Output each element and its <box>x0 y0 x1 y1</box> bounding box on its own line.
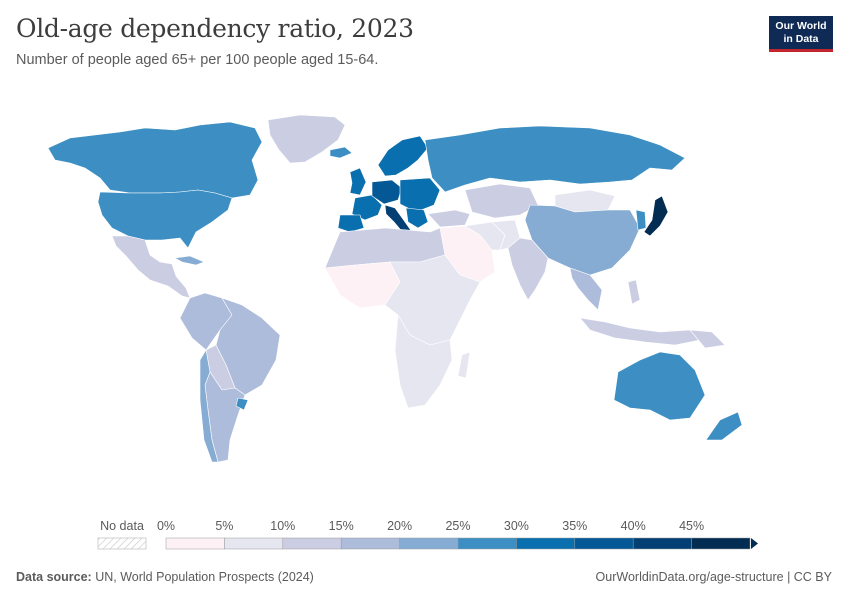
country-scandinavia[interactable] <box>377 135 429 177</box>
legend-bin[interactable] <box>224 537 284 550</box>
country-australia[interactable] <box>613 351 706 421</box>
country-eastern-europe[interactable] <box>399 177 441 213</box>
legend-bin[interactable] <box>165 537 225 550</box>
country-uruguay[interactable] <box>235 397 249 411</box>
country-cuba[interactable] <box>174 255 205 266</box>
country-russia[interactable] <box>424 125 686 193</box>
legend-bin[interactable] <box>399 537 459 550</box>
legend-bin[interactable] <box>457 537 517 550</box>
legend-bins <box>165 537 751 550</box>
country-canada[interactable] <box>47 121 263 199</box>
country-mexico[interactable] <box>111 235 191 299</box>
chart-title: Old-age dependency ratio, 2023 <box>16 14 414 43</box>
country-korea[interactable] <box>635 209 647 231</box>
country-turkey[interactable] <box>427 209 471 228</box>
map-legend: No data 0% 5% 10% 15% 20% 25% 30% 35% 40% 45% <box>97 519 758 550</box>
legend-arrow <box>751 538 758 549</box>
legend-bin[interactable] <box>632 537 692 550</box>
country-united-kingdom[interactable] <box>349 167 367 196</box>
country-iceland[interactable] <box>329 146 353 159</box>
legend-tick-label: 45% <box>679 519 704 533</box>
legend-tick-label: 20% <box>387 519 412 533</box>
legend-tick-label: 30% <box>504 519 529 533</box>
legend-no-data-label: No data <box>100 519 144 533</box>
country-papua-new-guinea[interactable] <box>689 329 726 349</box>
country-balkans-greece[interactable] <box>405 207 429 229</box>
logo-line-1: Our World <box>775 20 827 32</box>
legend-bin[interactable] <box>574 537 634 550</box>
legend-bin[interactable] <box>691 537 751 550</box>
data-source-text: UN, World Population Prospects (2024) <box>95 570 314 584</box>
country-southeast-asia[interactable] <box>569 267 603 311</box>
country-japan[interactable] <box>643 195 669 237</box>
country-new-zealand[interactable] <box>705 411 743 441</box>
country-indonesia[interactable] <box>579 317 701 346</box>
legend-bin[interactable] <box>516 537 576 550</box>
country-madagascar[interactable] <box>457 351 471 379</box>
legend-tick-label: 15% <box>329 519 354 533</box>
country-philippines[interactable] <box>627 279 641 305</box>
country-india[interactable] <box>507 237 549 301</box>
attribution-link[interactable]: OurWorldinData.org/age-structure | CC BY <box>595 570 832 584</box>
country-iberia[interactable] <box>337 214 365 233</box>
legend-tick-label: 0% <box>157 519 175 533</box>
legend-tick-label: 35% <box>562 519 587 533</box>
data-source-label: Data source: <box>16 570 92 584</box>
legend-bin[interactable] <box>340 537 400 550</box>
data-source: Data source: UN, World Population Prospe… <box>16 570 314 584</box>
legend-ticks: 0% 5% 10% 15% 20% 25% 30% 35% 40% 45% <box>157 519 704 533</box>
legend-bin[interactable] <box>282 537 342 550</box>
legend-tick-label: 25% <box>445 519 470 533</box>
world-map[interactable] <box>0 100 850 500</box>
country-central-east-africa[interactable] <box>384 254 481 346</box>
country-kazakhstan[interactable] <box>464 183 539 219</box>
legend-no-data-swatch <box>97 537 147 550</box>
legend-tick-label: 10% <box>270 519 295 533</box>
logo-line-2: in Data <box>783 33 819 45</box>
owid-logo[interactable]: Our World in Data <box>769 16 833 52</box>
country-greenland[interactable] <box>267 114 346 164</box>
chart-subtitle: Number of people aged 65+ per 100 people… <box>16 52 379 68</box>
country-germany-central[interactable] <box>371 179 403 205</box>
legend-tick-label: 5% <box>215 519 233 533</box>
country-usa[interactable] <box>97 189 233 249</box>
legend-tick-label: 40% <box>621 519 646 533</box>
country-southern-africa[interactable] <box>394 314 453 409</box>
country-chile[interactable] <box>199 349 219 463</box>
